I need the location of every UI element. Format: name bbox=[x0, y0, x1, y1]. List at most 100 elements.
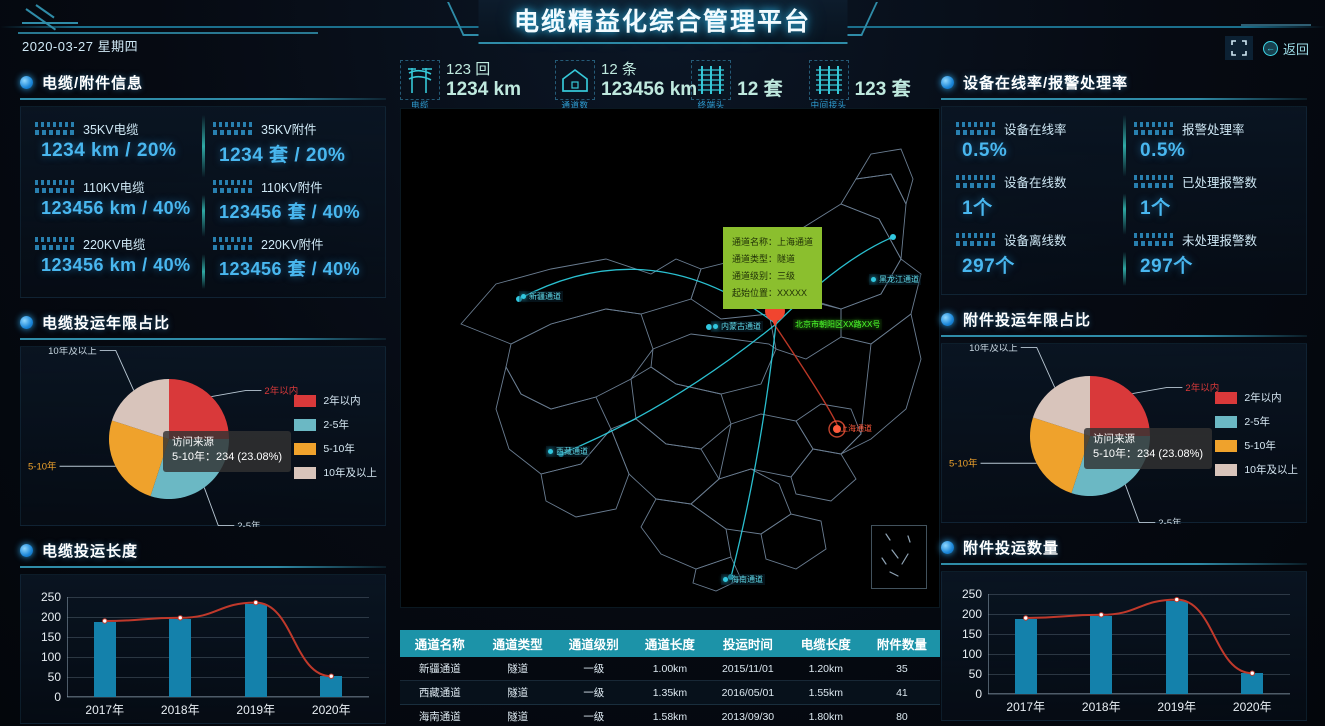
stat-line1: 12 条 bbox=[601, 60, 637, 78]
table-cell: 80 bbox=[863, 704, 940, 726]
col-channel-type[interactable]: 通道类型 bbox=[479, 630, 556, 657]
col-commission-date[interactable]: 投运时间 bbox=[708, 630, 788, 657]
metric-35kv-accessory: 35KV附件 1234 套 / 20% bbox=[203, 115, 381, 173]
x-axis-tick: 2018年 bbox=[1081, 700, 1121, 714]
bullet-icon bbox=[20, 544, 33, 557]
bar[interactable] bbox=[93, 621, 116, 697]
cable-length-bar-chart[interactable]: 0 50 100 150 200 250 2017年 2018年 2019年 2020年 bbox=[20, 574, 386, 724]
col-channel-length[interactable]: 通道长度 bbox=[631, 630, 708, 657]
metric-label-text: 设备在线数 bbox=[1004, 176, 1067, 190]
trend-point[interactable] bbox=[1023, 615, 1029, 621]
map-label[interactable]: 海南通道 bbox=[721, 574, 765, 585]
legend-item[interactable]: 10年及以上 bbox=[1215, 462, 1298, 477]
device-status-metrics: 设备在线率 0.5% 报警处理率 0.5% 设备在线数 1 bbox=[941, 106, 1307, 295]
legend-label: 10年及以上 bbox=[1244, 464, 1298, 476]
pie-slice[interactable] bbox=[169, 379, 229, 439]
table-cell: 41 bbox=[863, 680, 940, 705]
trend-point[interactable] bbox=[1174, 596, 1180, 603]
pie-slice[interactable] bbox=[1090, 376, 1150, 436]
map-label[interactable]: 新疆通道 bbox=[519, 291, 563, 302]
back-button[interactable]: ← 返回 bbox=[1262, 39, 1309, 58]
pie-leader-line bbox=[1124, 484, 1156, 523]
trend-point[interactable] bbox=[102, 618, 108, 624]
gridline bbox=[67, 677, 369, 678]
y-axis-tick: 0 bbox=[54, 690, 61, 704]
map-marker-dot bbox=[521, 294, 526, 300]
map-label[interactable]: 西藏通道 bbox=[546, 446, 590, 457]
map-label-text: 西藏通道 bbox=[556, 447, 588, 456]
pie-slice[interactable] bbox=[1030, 417, 1090, 494]
legend-item[interactable]: 2-5年 bbox=[1215, 414, 1298, 429]
col-channel-name[interactable]: 通道名称 bbox=[400, 630, 480, 657]
cable-years-pie-chart[interactable]: 2年以内 2-5年 5-10年 10年及以上 2年以内 2-5年 5-10年 10年及以上 访问… bbox=[20, 346, 386, 527]
panel-title-cable-length: 电缆投运长度 bbox=[42, 543, 139, 560]
y-axis-tick: 150 bbox=[40, 630, 61, 644]
map-label[interactable]: 上海通道 bbox=[838, 423, 874, 434]
legend-item[interactable]: 2-5年 bbox=[294, 417, 377, 432]
metric-value: 123456 套 / 40% bbox=[219, 259, 361, 279]
metric-label-text: 报警处理率 bbox=[1182, 123, 1245, 137]
bar[interactable] bbox=[1090, 616, 1113, 694]
trend-point[interactable] bbox=[177, 615, 183, 621]
bars-icon bbox=[213, 237, 255, 250]
table-row[interactable]: 西藏通道 隧道 一级 1.35km 2016/05/01 1.55km 41 bbox=[400, 680, 940, 705]
gridline bbox=[988, 694, 1290, 695]
pie-slice[interactable] bbox=[1032, 376, 1090, 436]
bar[interactable] bbox=[169, 619, 192, 697]
bar[interactable] bbox=[244, 604, 267, 697]
bar[interactable] bbox=[1014, 618, 1037, 694]
fullscreen-button[interactable] bbox=[1224, 36, 1253, 60]
gridline bbox=[988, 594, 1290, 595]
panel-cable-info: 电缆/附件信息 35KV电缆 1234 km / 20% 35KV附件 12 bbox=[20, 72, 386, 298]
metric-label-text: 未处理报警数 bbox=[1182, 234, 1258, 248]
map-label[interactable]: 北京市朝阳区XX路XX号 bbox=[793, 319, 883, 330]
bar-plot-area: 0 50 100 150 200 250 2017年 2018年 2019年 2020年 bbox=[41, 590, 369, 717]
legend-item[interactable]: 5-10年 bbox=[1215, 438, 1298, 453]
bar[interactable] bbox=[1165, 601, 1188, 694]
accessory-count-bar-chart[interactable]: 0 50 100 150 200 250 2017年 2018年 2019年 2020年 bbox=[941, 571, 1307, 721]
table-cell: 2015/11/01 bbox=[708, 657, 788, 681]
table-row[interactable]: 海南通道 隧道 一级 1.58km 2013/09/30 1.80km 80 bbox=[400, 704, 940, 726]
map-label[interactable]: 黑龙江通道 bbox=[869, 274, 921, 285]
accessory-years-pie-chart[interactable]: 2年以内 2-5年 5-10年 10年及以上 2年以内 2-5年 5-10年 10年及以上 访问… bbox=[941, 343, 1307, 524]
col-channel-level[interactable]: 通道级别 bbox=[555, 630, 632, 657]
bar[interactable] bbox=[1241, 673, 1264, 694]
legend-swatch bbox=[294, 394, 317, 407]
table-cell: 隧道 bbox=[479, 657, 556, 681]
trend-point[interactable] bbox=[1249, 670, 1255, 676]
pie-leader-line bbox=[99, 350, 135, 391]
legend-swatch bbox=[1215, 439, 1238, 452]
tooltip-value: 5-10年：234 (23.08%) bbox=[1093, 448, 1204, 461]
bullet-icon bbox=[20, 316, 33, 329]
pie-slice[interactable] bbox=[109, 420, 169, 497]
pie-slice-label: 2-5年 bbox=[1158, 517, 1182, 524]
back-icon: ← bbox=[1262, 40, 1278, 56]
house-icon: 通道数 bbox=[555, 60, 596, 110]
bars-icon bbox=[1134, 122, 1176, 135]
legend-item[interactable]: 5-10年 bbox=[294, 441, 377, 456]
legend-item[interactable]: 2年以内 bbox=[294, 393, 377, 408]
panel-title-accessory-count: 附件投运数量 bbox=[963, 540, 1060, 557]
panel-device-status: 设备在线率/报警处理率 设备在线率 0.5% 报警处理率 0.5% bbox=[941, 72, 1307, 295]
pie-slice[interactable] bbox=[111, 379, 169, 439]
legend-swatch bbox=[1215, 463, 1238, 476]
legend-item[interactable]: 2年以内 bbox=[1215, 390, 1298, 405]
panel-accessory-years-pie: 附件投运年限占比 2年以内 2-5年 5-10年 10年及以上 2年以内 2-5年 5-10… bbox=[941, 309, 1307, 524]
col-cable-length[interactable]: 电缆长度 bbox=[787, 630, 864, 657]
legend-item[interactable]: 10年及以上 bbox=[294, 465, 377, 480]
table-row[interactable]: 新疆通道 隧道 一级 1.00km 2015/11/01 1.20km 35 bbox=[400, 657, 940, 681]
trend-point[interactable] bbox=[328, 673, 334, 679]
stat-line2: 1234 km bbox=[446, 78, 522, 100]
trend-point[interactable] bbox=[1098, 612, 1104, 618]
table-cell: 西藏通道 bbox=[400, 680, 480, 705]
map-svg bbox=[460, 148, 922, 592]
map-label[interactable]: 内蒙古通道 bbox=[711, 321, 763, 332]
y-axis-tick: 50 bbox=[968, 667, 982, 681]
china-map[interactable]: 通道名称：上海通道 通道类型：隧道 通道级别：三级 起始位置：XXXXX 新疆通… bbox=[400, 108, 940, 608]
bar[interactable] bbox=[320, 676, 343, 697]
x-axis-tick: 2018年 bbox=[160, 703, 200, 717]
metric-value: 1234 套 / 20% bbox=[219, 145, 346, 166]
trend-point[interactable] bbox=[253, 599, 259, 606]
back-button-label: 返回 bbox=[1282, 41, 1309, 57]
col-accessory-count[interactable]: 附件数量 bbox=[863, 630, 940, 657]
